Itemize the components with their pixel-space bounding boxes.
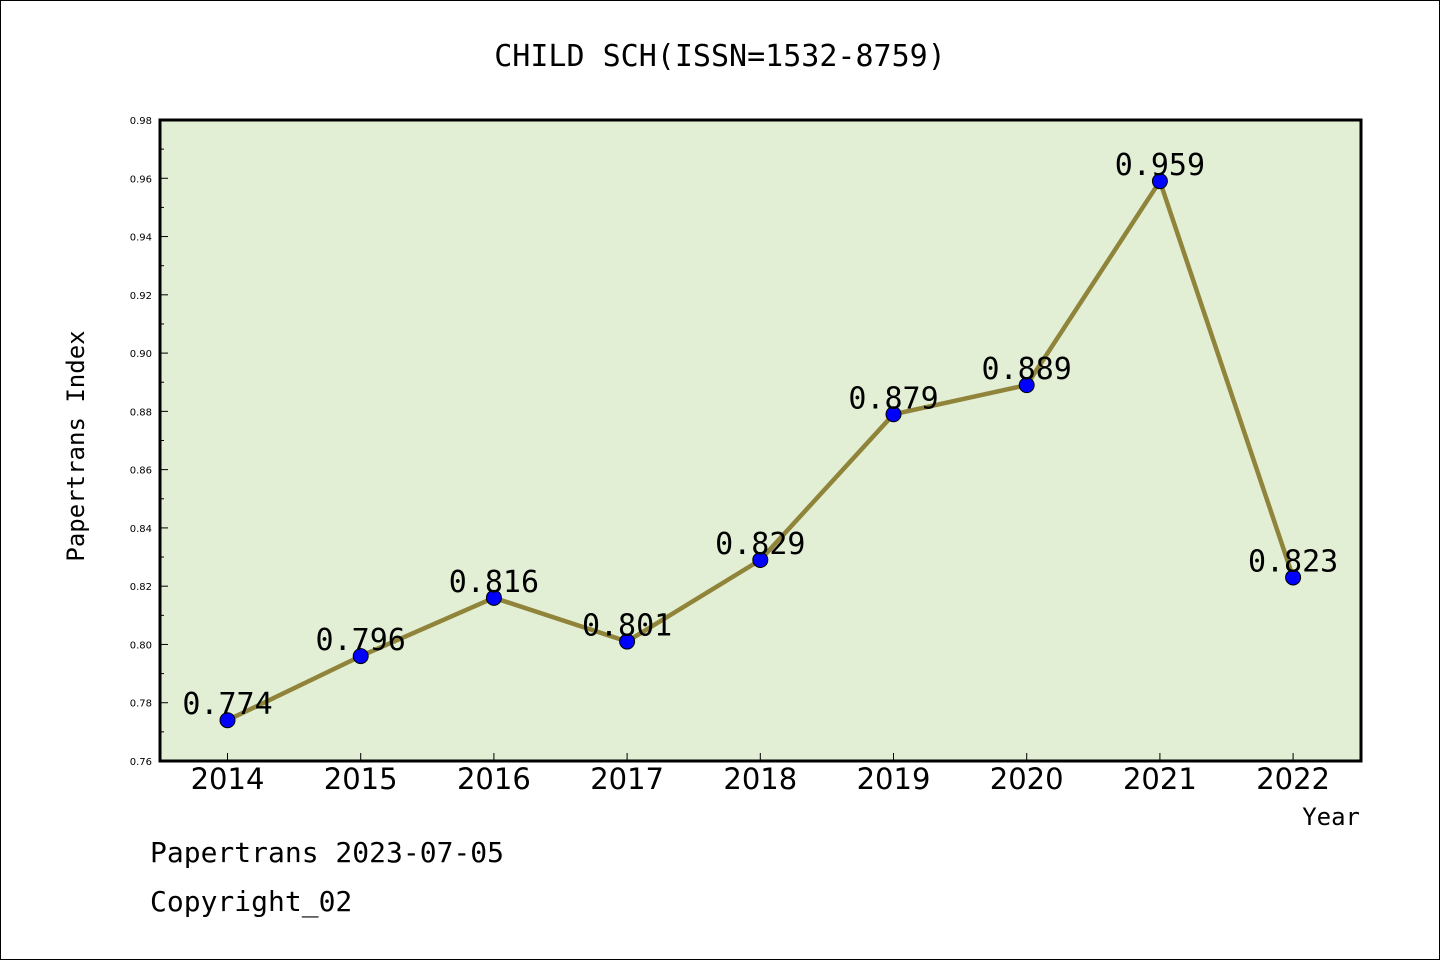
data-labels: 0.774 0.796 0.816 0.801 0.829 0.879 0.889 0.959… bbox=[182, 148, 1338, 722]
footer-date: Papertrans 2023-07-05 bbox=[150, 836, 505, 869]
y-tick-label: 0.76 bbox=[130, 757, 152, 768]
y-tick-label: 0.86 bbox=[130, 466, 152, 477]
data-label: 0.796 bbox=[316, 623, 406, 658]
data-point bbox=[352, 648, 369, 665]
data-point bbox=[1018, 377, 1035, 394]
x-axis-ticks: 2014 2015 2016 2017 2018 2019 2020 2021 2022 bbox=[191, 753, 1330, 796]
y-tick-label: 0.90 bbox=[130, 349, 152, 360]
data-label: 0.959 bbox=[1115, 148, 1205, 183]
data-point bbox=[885, 406, 902, 423]
y-tick-label: 0.82 bbox=[130, 582, 152, 593]
y-tick-label: 0.84 bbox=[130, 524, 152, 535]
chart-title: CHILD SCH(ISSN=1532-8759) bbox=[494, 39, 946, 74]
data-label: 0.823 bbox=[1248, 544, 1338, 579]
y-tick-label: 0.92 bbox=[130, 291, 152, 302]
data-point bbox=[1151, 173, 1168, 190]
y-tick-label: 0.94 bbox=[130, 233, 152, 244]
x-tick-label: 2021 bbox=[1123, 762, 1197, 796]
x-axis-label: Year bbox=[1302, 803, 1360, 831]
y-axis-label: Papertrans Index bbox=[62, 330, 90, 561]
data-point bbox=[219, 712, 236, 729]
data-label: 0.879 bbox=[848, 381, 938, 416]
data-markers bbox=[219, 173, 1302, 729]
x-tick-label: 2015 bbox=[324, 762, 398, 796]
data-label: 0.816 bbox=[449, 565, 539, 600]
x-tick-label: 2016 bbox=[457, 762, 531, 796]
data-label: 0.774 bbox=[182, 687, 272, 722]
data-point bbox=[1285, 569, 1302, 586]
x-tick-label: 2019 bbox=[857, 762, 931, 796]
y-tick-label: 0.96 bbox=[130, 174, 152, 185]
data-point bbox=[752, 551, 769, 568]
x-tick-label: 2022 bbox=[1256, 762, 1330, 796]
y-tick-label: 0.88 bbox=[130, 407, 152, 418]
plot-border bbox=[158, 118, 1363, 763]
y-tick-label: 0.80 bbox=[130, 640, 152, 651]
data-point bbox=[485, 589, 502, 606]
data-label: 0.801 bbox=[582, 609, 672, 644]
data-point bbox=[619, 633, 636, 650]
data-label: 0.829 bbox=[715, 527, 805, 562]
x-tick-label: 2017 bbox=[590, 762, 664, 796]
data-label: 0.889 bbox=[982, 352, 1072, 387]
x-tick-label: 2014 bbox=[191, 762, 265, 796]
x-tick-label: 2018 bbox=[723, 762, 797, 796]
x-tick-label: 2020 bbox=[990, 762, 1064, 796]
footer-copyright: Copyright_02 bbox=[150, 885, 353, 918]
y-tick-label: 0.78 bbox=[130, 699, 152, 710]
y-tick-label: 0.98 bbox=[130, 116, 152, 127]
